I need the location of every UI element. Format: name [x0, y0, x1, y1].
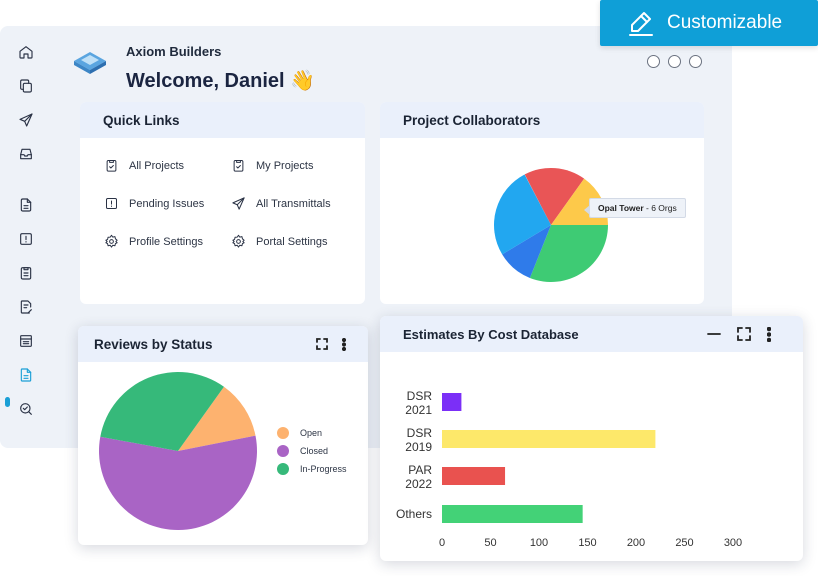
- collaborator-slice[interactable]: [524, 168, 585, 225]
- wave-emoji: 👋: [290, 70, 316, 92]
- document-icon[interactable]: [15, 194, 37, 216]
- page-title: Welcome, Daniel 👋: [126, 68, 315, 93]
- x-tick-label: 150: [578, 537, 596, 549]
- x-tick-label: 50: [484, 537, 496, 549]
- reviews-title: Reviews by Status: [78, 326, 368, 362]
- home-icon[interactable]: [15, 41, 37, 63]
- clipboard-check-icon: [233, 160, 244, 172]
- quick-link-all-projects[interactable]: All Projects: [104, 158, 184, 173]
- quick-link-label: Profile Settings: [129, 235, 203, 248]
- company-name: Axiom Builders: [126, 44, 222, 59]
- estimates-bar-chart: DSR 2021 DSR 2019 PAR 2022 Others 0 50 100 150 200 2…: [396, 389, 742, 549]
- search-check-icon[interactable]: [15, 398, 37, 420]
- send-icon[interactable]: [15, 109, 37, 131]
- legend-label: Closed: [300, 446, 329, 456]
- estimate-icon[interactable]: [15, 364, 37, 386]
- fullscreen-icon[interactable]: [316, 338, 328, 350]
- minimize-icon[interactable]: [707, 327, 721, 341]
- quick-links-card: Quick Links All Projects My Projects Pen…: [80, 102, 365, 304]
- pie-slice-closed[interactable]: [99, 435, 257, 530]
- reviews-pie: [99, 372, 257, 530]
- document-edit-icon[interactable]: [15, 296, 37, 318]
- customizable-label: Customizable: [667, 12, 783, 33]
- estimates-title: Estimates By Cost Database: [380, 316, 803, 352]
- alert-square-icon[interactable]: [15, 228, 37, 250]
- estimates-actions: [707, 316, 771, 352]
- collaborator-slice[interactable]: [502, 225, 551, 278]
- quick-link-all-transmittals[interactable]: All Transmittals: [231, 196, 331, 211]
- collaborator-slice[interactable]: [529, 225, 608, 282]
- quick-link-label: All Projects: [129, 159, 185, 172]
- quick-link-label: Portal Settings: [256, 235, 328, 248]
- x-tick-label: 100: [530, 537, 548, 549]
- collaborators-card: Project Collaborators Opal Tower - 6 Org…: [380, 102, 704, 304]
- sidebar: [0, 26, 52, 448]
- quick-link-label: My Projects: [256, 159, 314, 172]
- legend-swatch: [277, 427, 289, 439]
- bar[interactable]: [442, 393, 462, 411]
- company-logo: [72, 48, 108, 76]
- carousel-dot[interactable]: [668, 55, 681, 68]
- x-tick-label: 200: [627, 537, 645, 549]
- legend-swatch: [277, 463, 289, 475]
- bar[interactable]: [442, 467, 506, 485]
- quick-link-label: All Transmittals: [256, 197, 331, 210]
- x-tick-label: 0: [439, 537, 445, 549]
- legend-label: Open: [300, 428, 323, 438]
- legend-closed: Closed: [277, 445, 328, 457]
- copy-icon[interactable]: [15, 75, 37, 97]
- active-indicator: [5, 397, 10, 407]
- inbox-icon[interactable]: [15, 143, 37, 165]
- legend-open: Open: [277, 427, 322, 439]
- collaborators-pie: [494, 168, 608, 282]
- x-tick-label: 250: [675, 537, 693, 549]
- pie-slice-open[interactable]: [178, 386, 256, 451]
- alert-square-icon: [106, 198, 117, 209]
- customizable-banner: Customizable: [600, 0, 818, 46]
- quick-links-title: Quick Links: [80, 102, 365, 138]
- tooltip-name: Opal Tower: [598, 203, 644, 213]
- bar[interactable]: [442, 505, 583, 523]
- category-label: Others: [396, 507, 432, 521]
- more-vertical-icon[interactable]: [767, 326, 771, 342]
- gear-icon: [105, 234, 118, 248]
- collaborator-slice[interactable]: [494, 174, 551, 255]
- category-label: DSR 2019: [405, 426, 432, 454]
- x-tick-label: 300: [724, 537, 742, 549]
- clipboard-check-icon: [106, 160, 117, 172]
- category-label: PAR 2022: [405, 463, 432, 491]
- fullscreen-icon[interactable]: [737, 327, 751, 341]
- pencil-icon: [629, 12, 653, 36]
- tooltip-detail: - 6 Orgs: [643, 203, 677, 213]
- pie-tooltip: Opal Tower - 6 Orgs: [584, 198, 686, 218]
- carousel-dot[interactable]: [689, 55, 702, 68]
- welcome-text: Welcome, Daniel: [126, 70, 285, 92]
- legend-swatch: [277, 445, 289, 457]
- clipboard-list-icon[interactable]: [15, 262, 37, 284]
- legend-in-progress: In-Progress: [277, 463, 347, 475]
- estimates-card: Estimates By Cost Database DSR 2021 DSR 201…: [380, 316, 803, 561]
- gear-icon: [232, 234, 245, 248]
- send-icon: [232, 197, 245, 210]
- quick-link-pending-issues[interactable]: Pending Issues: [104, 196, 204, 211]
- reviews-actions: [316, 326, 346, 362]
- quick-link-label: Pending Issues: [129, 197, 205, 210]
- legend-label: In-Progress: [300, 464, 347, 474]
- quick-link-portal-settings[interactable]: Portal Settings: [231, 234, 328, 249]
- carousel-dot[interactable]: [647, 55, 660, 68]
- quick-link-my-projects[interactable]: My Projects: [231, 158, 313, 173]
- collaborators-title: Project Collaborators: [380, 102, 704, 138]
- quick-link-profile-settings[interactable]: Profile Settings: [104, 234, 203, 249]
- category-label: DSR 2021: [405, 389, 432, 417]
- more-vertical-icon[interactable]: [342, 337, 346, 351]
- pie-slice-in-progress[interactable]: [100, 372, 224, 451]
- archive-icon[interactable]: [15, 330, 37, 352]
- carousel-dots: [647, 55, 702, 68]
- reviews-card: Reviews by Status Open Closed In-Progres…: [78, 326, 368, 545]
- bar[interactable]: [442, 430, 656, 448]
